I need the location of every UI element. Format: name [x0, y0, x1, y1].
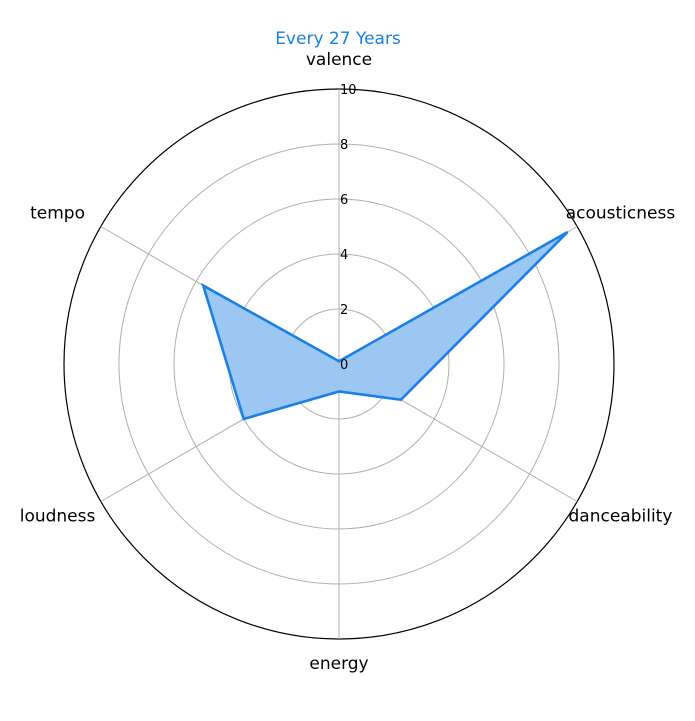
axis-label-tempo: tempo — [30, 204, 85, 224]
series-area — [203, 232, 568, 419]
tick-label-0: 0 — [340, 358, 348, 373]
radar-grid — [63, 88, 615, 640]
axis-label-acousticness: acousticness — [566, 204, 676, 224]
axis-label-loudness: loudness — [20, 507, 96, 527]
axis-label-valence: valence — [306, 50, 372, 70]
radar-series — [201, 230, 569, 421]
chart-title: Every 27 Years — [275, 29, 401, 49]
tick-label-2: 2 — [340, 303, 348, 318]
radar-tick-labels: 0 2 4 6 8 10 — [340, 83, 357, 373]
tick-label-10: 10 — [340, 83, 357, 98]
radar-axis-labels: valence acousticness danceability energy lou… — [20, 50, 676, 674]
tick-label-4: 4 — [340, 248, 348, 263]
tick-label-8: 8 — [340, 138, 348, 153]
axis-label-energy: energy — [309, 654, 368, 674]
tick-label-6: 6 — [340, 193, 348, 208]
axis-label-danceability: danceability — [569, 507, 673, 527]
